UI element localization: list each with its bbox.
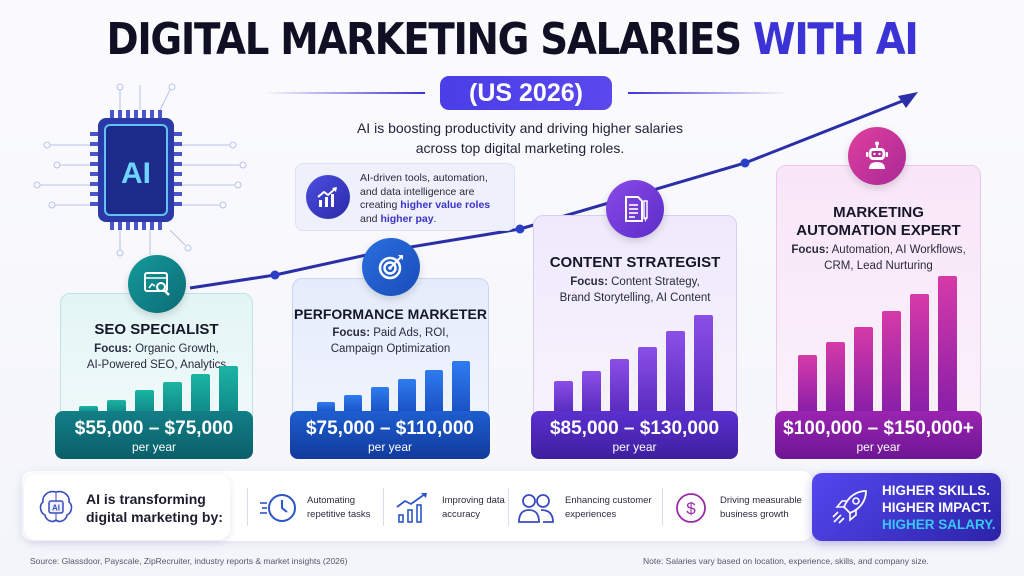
salary-badge-automation: $100,000 – $150,000+ per year xyxy=(775,411,982,459)
salary-badge-content: $85,000 – $130,000 per year xyxy=(531,411,738,459)
growth-chart-icon xyxy=(392,487,434,529)
info-text: AI-driven tools, automation, and data in… xyxy=(360,172,491,225)
info-callout: AI-driven tools, automation, and data in… xyxy=(295,163,515,231)
role-title: PERFORMANCE MARKETER xyxy=(294,306,487,322)
cta-text: HIGHER SKILLS. HIGHER IMPACT. HIGHER SAL… xyxy=(882,483,996,532)
bar-chart xyxy=(79,366,238,412)
bar-chart xyxy=(798,276,957,411)
growth-bars-icon xyxy=(306,175,350,219)
dollar-icon: $ xyxy=(670,487,712,529)
ai-chip-circuit-icon: AI xyxy=(33,83,247,257)
target-icon xyxy=(362,238,420,296)
divider xyxy=(383,488,384,526)
feature-text: Enhancing customer experiences xyxy=(565,494,652,520)
role-title: CONTENT STRATEGIST xyxy=(549,254,721,271)
role-focus: Focus: Automation, AI Workflows, CRM, Le… xyxy=(791,244,966,272)
feature-text: Driving measurable business growth xyxy=(720,494,802,520)
feature-business-growth: $ Driving measurable business growth xyxy=(670,480,802,535)
rocket-icon xyxy=(832,490,867,524)
role-title: SEO SPECIALIST xyxy=(94,321,219,338)
transform-label: AI is transforming digital marketing by: xyxy=(86,491,223,525)
robot-icon xyxy=(848,127,906,185)
title-accent: WITH AI xyxy=(752,14,919,65)
role-title: MARKETING AUTOMATION EXPERT xyxy=(796,204,961,239)
divider-right xyxy=(628,92,788,94)
clock-icon xyxy=(257,487,299,529)
page-title: DIGITAL MARKETING SALARIES WITH AI xyxy=(61,14,962,65)
tagline-line2: across top digital marketing roles. xyxy=(415,140,625,156)
divider xyxy=(662,488,663,526)
feature-customer-experience: Enhancing customer experiences xyxy=(515,480,652,535)
source-footnote: Source: Glassdoor, Payscale, ZipRecruite… xyxy=(30,556,348,566)
svg-text:AI: AI xyxy=(121,157,151,190)
salary-badge-performance: $75,000 – $110,000 per year xyxy=(290,411,490,459)
note-footnote: Note: Salaries vary based on location, e… xyxy=(643,556,929,566)
subtitle-pill: (US 2026) xyxy=(440,76,612,110)
document-pen-icon xyxy=(606,180,664,238)
feature-data-accuracy: Improving data accuracy xyxy=(392,480,505,535)
divider xyxy=(247,488,248,526)
role-card-marketing-automation-expert: MARKETING AUTOMATION EXPERT Focus: Autom… xyxy=(776,165,981,458)
users-icon xyxy=(515,487,557,529)
salary-badge-seo: $55,000 – $75,000 per year xyxy=(55,411,253,459)
svg-text:AI: AI xyxy=(52,504,60,513)
feature-text: Improving data accuracy xyxy=(442,494,505,520)
bar-chart xyxy=(554,315,713,411)
ai-brain-icon: AI xyxy=(39,490,73,523)
feature-automating-tasks: Automating repetitive tasks xyxy=(257,480,370,535)
svg-text:$: $ xyxy=(686,499,696,518)
tagline: AI is boosting productivity and driving … xyxy=(310,118,730,158)
transform-label-box: AI AI is transforming digital marketing … xyxy=(24,474,230,540)
seo-analytics-icon xyxy=(128,255,186,313)
role-focus: Focus: Paid Ads, ROI, Campaign Optimizat… xyxy=(330,327,451,355)
role-focus: Focus: Content Strategy, Brand Storytell… xyxy=(559,276,711,304)
divider-left xyxy=(265,92,425,94)
bar-chart xyxy=(317,361,470,412)
divider xyxy=(508,488,509,526)
tagline-line1: AI is boosting productivity and driving … xyxy=(356,120,684,136)
role-focus: Focus: Organic Growth, AI-Powered SEO, A… xyxy=(86,343,227,371)
title-main: DIGITAL MARKETING SALARIES xyxy=(106,14,743,65)
feature-text: Automating repetitive tasks xyxy=(307,494,371,520)
cta-banner: HIGHER SKILLS. HIGHER IMPACT. HIGHER SAL… xyxy=(812,473,1001,541)
